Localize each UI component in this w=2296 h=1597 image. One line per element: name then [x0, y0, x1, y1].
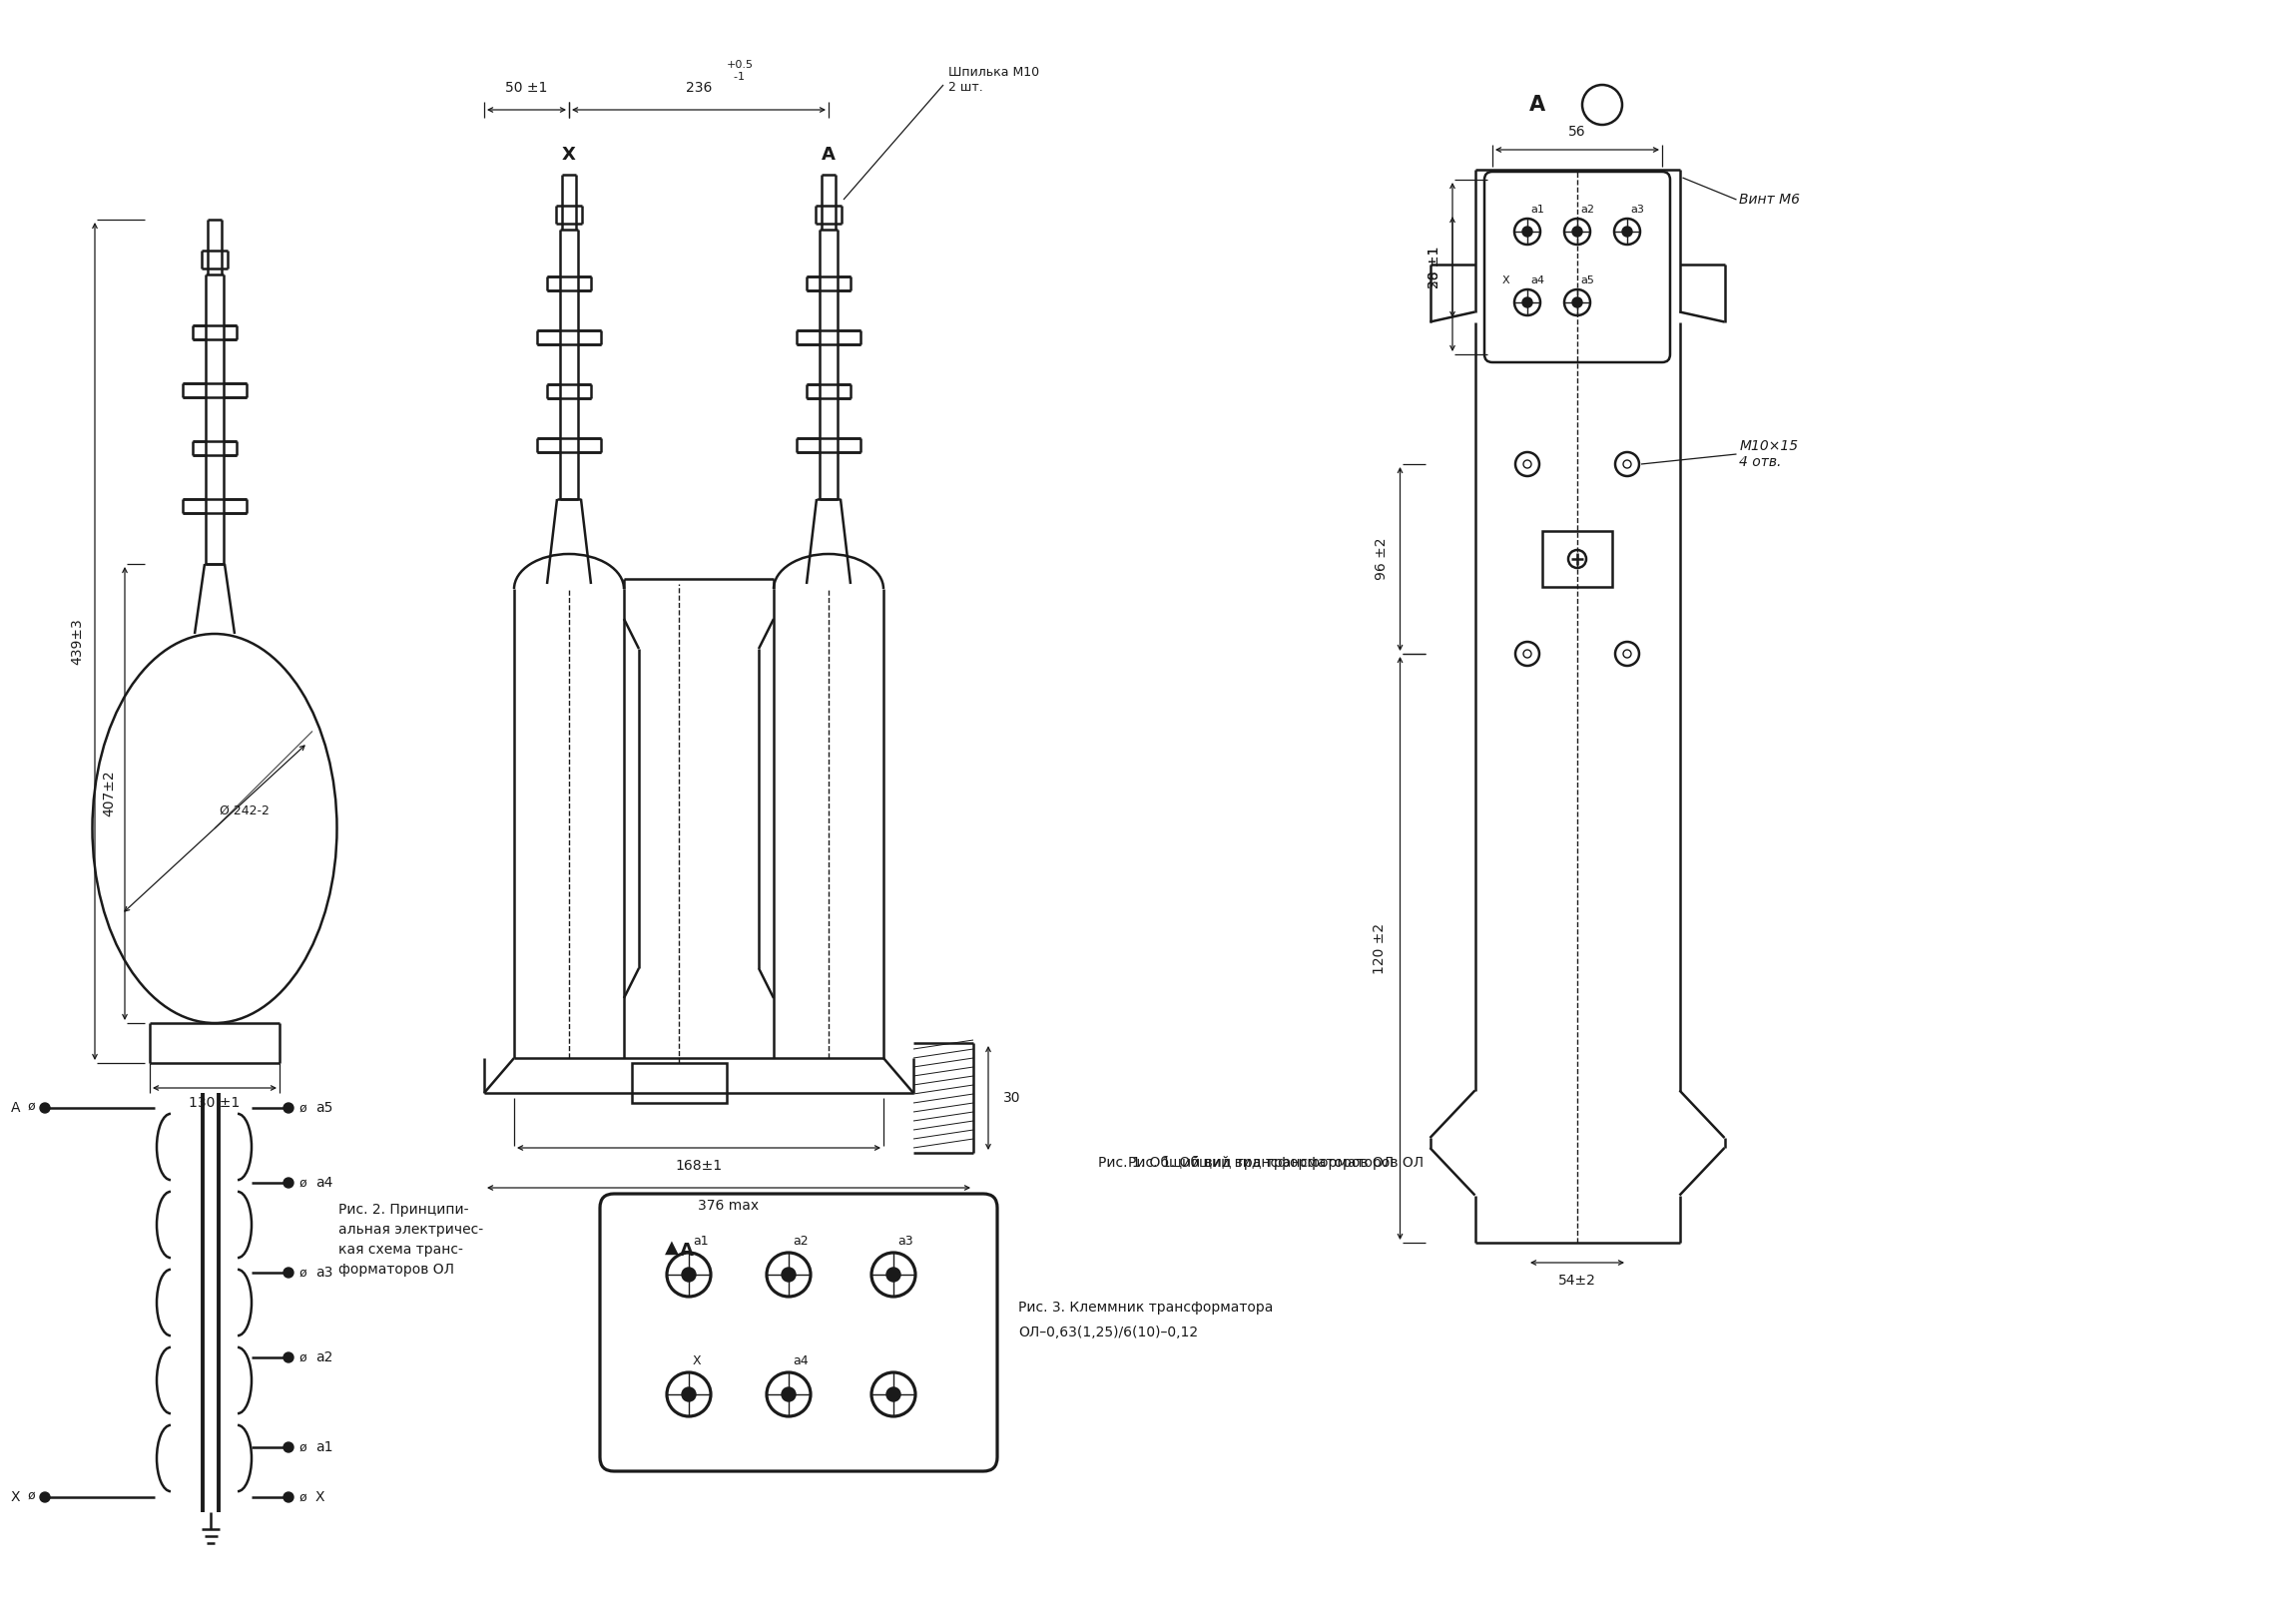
Text: Рис. 2. Принципи-: Рис. 2. Принципи- — [338, 1203, 468, 1217]
Text: a2: a2 — [792, 1234, 808, 1247]
Circle shape — [282, 1104, 294, 1113]
Text: Шпилька M10
2 шт.: Шпилька M10 2 шт. — [948, 65, 1040, 94]
Text: 96 ±2: 96 ±2 — [1375, 538, 1389, 580]
Text: Рис. 3. Клеммник трансформатора: Рис. 3. Клеммник трансформатора — [1017, 1300, 1274, 1314]
Circle shape — [1522, 227, 1531, 236]
Text: 236: 236 — [687, 81, 712, 94]
Circle shape — [1623, 227, 1632, 236]
Text: a2: a2 — [1580, 204, 1593, 214]
Text: a4: a4 — [315, 1175, 333, 1190]
Circle shape — [682, 1268, 696, 1281]
Text: a2: a2 — [315, 1351, 333, 1364]
Circle shape — [781, 1268, 797, 1281]
Circle shape — [39, 1492, 51, 1503]
Text: a5: a5 — [315, 1100, 333, 1115]
Text: альная электричес-: альная электричес- — [338, 1223, 482, 1236]
Text: ø: ø — [298, 1440, 305, 1453]
Text: X: X — [693, 1354, 700, 1367]
Text: A: A — [1529, 94, 1545, 115]
Text: X: X — [11, 1490, 21, 1504]
Circle shape — [39, 1104, 51, 1113]
Text: ø: ø — [298, 1351, 305, 1364]
Text: форматоров ОЛ: форматоров ОЛ — [338, 1263, 455, 1276]
Text: 54±2: 54±2 — [1559, 1274, 1596, 1287]
Text: ОЛ–0,63(1,25)/6(10)–0,12: ОЛ–0,63(1,25)/6(10)–0,12 — [1017, 1326, 1199, 1340]
Circle shape — [282, 1442, 294, 1452]
Text: 168±1: 168±1 — [675, 1159, 723, 1172]
Text: Рис. 1. Общий вид трансформаторов ОЛ: Рис. 1. Общий вид трансформаторов ОЛ — [1127, 1156, 1424, 1171]
Text: a5: a5 — [1580, 275, 1593, 286]
Text: 439±3: 439±3 — [69, 618, 85, 664]
Text: +0.5
  -1: +0.5 -1 — [728, 61, 753, 81]
Text: ø: ø — [28, 1488, 34, 1501]
Text: a4: a4 — [792, 1354, 808, 1367]
Text: X: X — [563, 145, 576, 164]
Text: 130 ±1: 130 ±1 — [188, 1096, 241, 1110]
Text: ø: ø — [298, 1177, 305, 1190]
Text: ø: ø — [298, 1490, 305, 1504]
Circle shape — [282, 1179, 294, 1188]
Bar — [631, 1064, 726, 1104]
Text: Винт M6: Винт M6 — [1740, 193, 1800, 206]
Circle shape — [1522, 297, 1531, 307]
Text: 30: 30 — [1003, 1091, 1022, 1105]
Text: ø: ø — [298, 1266, 305, 1279]
Text: A: A — [680, 1242, 693, 1260]
Text: a3: a3 — [1630, 204, 1644, 214]
Text: 407±2: 407±2 — [101, 770, 115, 816]
Text: a3: a3 — [898, 1234, 914, 1247]
Text: X: X — [1502, 275, 1511, 286]
Text: кая схема транс-: кая схема транс- — [338, 1242, 464, 1257]
Circle shape — [282, 1268, 294, 1278]
Text: Рис. 1. Общий вид трансформаторов ОЛ: Рис. 1. Общий вид трансформаторов ОЛ — [1097, 1156, 1394, 1171]
Text: 50 ±1: 50 ±1 — [505, 81, 549, 94]
Text: 56: 56 — [1568, 125, 1587, 139]
Circle shape — [282, 1353, 294, 1362]
Circle shape — [1573, 227, 1582, 236]
Circle shape — [682, 1388, 696, 1402]
Text: 28 ±1: 28 ±1 — [1428, 246, 1442, 287]
Text: a3: a3 — [315, 1265, 333, 1279]
Text: 376 max: 376 max — [698, 1199, 760, 1212]
Circle shape — [781, 1388, 797, 1402]
Text: 30 ±1: 30 ±1 — [1428, 246, 1442, 287]
Text: A: A — [822, 145, 836, 164]
Circle shape — [886, 1268, 900, 1281]
Text: X: X — [315, 1490, 326, 1504]
Text: a1: a1 — [1531, 204, 1545, 214]
Text: ø: ø — [28, 1099, 34, 1113]
Text: 120 ±2: 120 ±2 — [1373, 923, 1387, 974]
Text: A: A — [11, 1100, 21, 1115]
Text: a1: a1 — [693, 1234, 709, 1247]
Text: a4: a4 — [1531, 275, 1545, 286]
Text: Ø 242-2: Ø 242-2 — [220, 803, 269, 818]
Text: ▲: ▲ — [666, 1239, 680, 1257]
Circle shape — [282, 1492, 294, 1503]
Bar — [1543, 530, 1612, 586]
Text: a1: a1 — [315, 1440, 333, 1455]
Text: ø: ø — [298, 1102, 305, 1115]
Circle shape — [886, 1388, 900, 1402]
Text: M10×15
4 отв.: M10×15 4 отв. — [1740, 439, 1798, 470]
Circle shape — [1573, 297, 1582, 307]
